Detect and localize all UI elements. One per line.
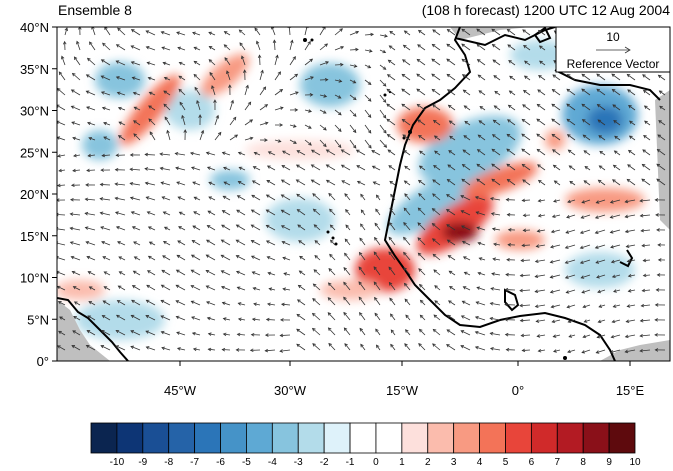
- colorbar-label: 1: [399, 457, 405, 468]
- colorbar-label: 3: [451, 457, 457, 468]
- colorbar-label: 4: [477, 457, 483, 468]
- colorbar-swatch: [556, 422, 584, 454]
- colorbar-swatch: [246, 422, 273, 454]
- reference-vector-magnitude: 10: [606, 30, 620, 44]
- colorbar-swatch: [323, 422, 351, 454]
- colorbar-label: 10: [629, 457, 641, 468]
- colorbar-swatch: [427, 422, 455, 454]
- reference-vector-label: Reference Vector: [567, 57, 660, 71]
- latitude-tick-label: 10°N: [20, 271, 49, 286]
- colorbar-label: -3: [294, 457, 303, 468]
- colorbar-swatch: [142, 422, 170, 454]
- colorbar-label: 7: [555, 457, 561, 468]
- latitude-tick-label: 40°N: [20, 20, 49, 35]
- colorbar-swatch: [168, 422, 196, 454]
- longitude-tick-label: 15°E: [616, 383, 645, 398]
- latitude-tick-label: 35°N: [20, 62, 49, 77]
- colorbar-label: -6: [216, 457, 225, 468]
- colorbar-label: 2: [425, 457, 431, 468]
- longitude-tick-label: 45°W: [164, 383, 197, 398]
- colorbar-swatch: [220, 422, 247, 454]
- colorbar-label: 8: [580, 457, 586, 468]
- colorbar-label: 6: [529, 457, 535, 468]
- colorbar-swatch: [582, 422, 610, 454]
- colorbar-label: -1: [346, 457, 355, 468]
- colorbar-swatch: [116, 422, 144, 454]
- coastline: [57, 27, 661, 361]
- colorbar: -10 -9 -8 -7 -6 -5 -4 -3 -2 -1 0 1 2 3 4 5 6 7 8 9 10: [90, 422, 641, 468]
- colorbar-swatch: [194, 422, 221, 454]
- longitude-tick-label: 30°W: [274, 383, 307, 398]
- reference-vector-box: 10 Reference Vector: [555, 26, 671, 73]
- colorbar-swatch: [297, 422, 325, 454]
- latitude-tick-label: 30°N: [20, 104, 49, 119]
- colorbar-label: 0: [373, 457, 379, 468]
- colorbar-swatch: [530, 422, 558, 454]
- plot-title-right: (108 h forecast) 1200 UTC 12 Aug 2004: [421, 2, 670, 18]
- latitude-tick-label: 15°N: [20, 229, 49, 244]
- colorbar-label: -7: [190, 457, 199, 468]
- longitude-tick-label: 15°W: [386, 383, 419, 398]
- plot-title-left: Ensemble 8: [58, 2, 132, 18]
- colorbar-label: -9: [138, 457, 147, 468]
- colorbar-label: -4: [268, 457, 277, 468]
- colorbar-swatch: [90, 422, 118, 454]
- colorbar-swatch: [375, 422, 403, 454]
- latitude-tick-label: 0°: [37, 354, 49, 369]
- colorbar-swatch: [608, 422, 636, 454]
- colorbar-swatch: [401, 422, 429, 454]
- colorbar-swatch: [479, 422, 506, 454]
- colorbar-swatch: [453, 422, 480, 454]
- longitude-tick-label: 0°: [512, 383, 524, 398]
- latitude-tick-label: 25°N: [20, 145, 49, 160]
- colorbar-label: 5: [503, 457, 509, 468]
- colorbar-label: -5: [242, 457, 251, 468]
- colorbar-label: 9: [606, 457, 612, 468]
- colorbar-label: -8: [164, 457, 173, 468]
- colorbar-swatch: [271, 422, 299, 454]
- longitude-axis: 45°W 30°W 15°W 0° 15°E: [164, 361, 644, 398]
- latitude-tick-label: 20°N: [20, 187, 49, 202]
- latitude-axis: 0° 5°N 10°N 15°N 20°N 25°N 30°N 35°N 40°N: [20, 20, 57, 369]
- colorbar-swatch: [505, 422, 532, 454]
- latitude-tick-label: 5°N: [27, 312, 49, 327]
- anomaly-field: [57, 27, 670, 361]
- colorbar-label: -2: [320, 457, 329, 468]
- colorbar-label: -10: [110, 457, 125, 468]
- colorbar-swatch: [349, 422, 377, 454]
